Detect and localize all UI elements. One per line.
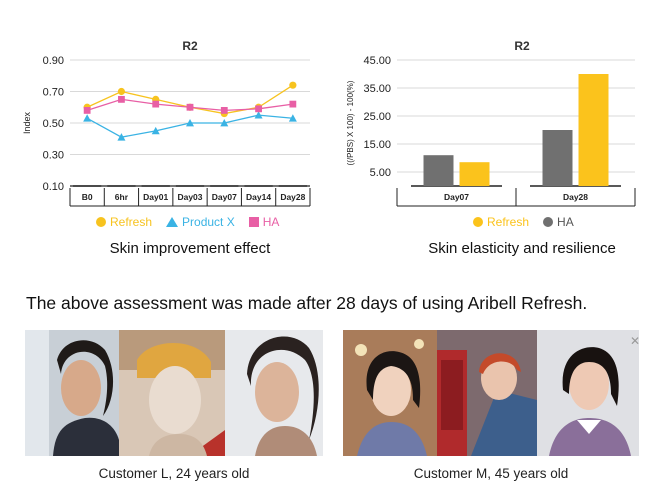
data-point	[83, 114, 92, 122]
bar-ha-day28	[542, 130, 573, 186]
data-point	[254, 111, 263, 119]
data-point	[152, 100, 160, 108]
x-tick-label: Day07	[212, 192, 237, 202]
data-point	[151, 126, 160, 135]
legend-item: Refresh	[473, 215, 529, 229]
legend-item: HA	[543, 215, 574, 229]
bar-ha-day07	[423, 155, 454, 186]
y-axis-label: Index	[22, 111, 32, 134]
close-icon[interactable]: ✕	[630, 334, 641, 348]
y-tick-label: 0.50	[43, 118, 64, 130]
x-tick-label: Day01	[143, 192, 168, 202]
y-tick-label: 0.70	[43, 87, 64, 99]
y-tick-label: 25.00	[363, 111, 391, 123]
square-marker-icon	[248, 217, 259, 227]
legend-label: Product X	[182, 215, 235, 229]
data-point	[220, 119, 229, 127]
bar-refresh-day07	[459, 162, 490, 186]
data-point	[83, 107, 91, 114]
bar-chart-legend: Refresh HA	[473, 215, 574, 229]
data-point	[117, 87, 126, 96]
customer-m-caption: Customer M, 45 years old	[413, 466, 569, 481]
legend-item: Refresh	[96, 215, 152, 229]
legend-item: Product X	[166, 215, 235, 229]
x-tick-label: Day14	[246, 192, 271, 202]
customer-l-photo-1	[25, 330, 119, 456]
line-chart-legend: Refresh Product X HA	[96, 215, 279, 229]
x-tick-label: Day28	[563, 192, 588, 202]
triangle-marker-icon	[166, 217, 179, 227]
bar-chart-caption: Skin elasticity and resilience	[428, 240, 616, 257]
legend-label: Refresh	[110, 215, 153, 229]
y-tick-label: 5.00	[370, 167, 391, 179]
assessment-statement: The above assessment was made after 28 d…	[26, 293, 588, 313]
y-tick-label: 0.30	[43, 150, 64, 162]
data-point	[118, 95, 125, 103]
customer-m-photo-1	[343, 330, 437, 456]
data-point	[186, 119, 194, 127]
legend-label: HA	[262, 215, 280, 229]
legend-label: Refresh	[487, 215, 530, 229]
customer-m-photo-3	[537, 330, 639, 456]
circle-marker-icon	[473, 217, 483, 227]
y-axis-label: ((/PBS) X 100) - 100(%)	[346, 80, 355, 165]
y-tick-label: 0.90	[43, 55, 64, 67]
data-point	[289, 100, 297, 108]
line-chart: R2 0.90 0.70 0.50 0.30 0.10 Index B0 6hr Day01 Day…	[22, 39, 311, 207]
line-chart-caption: Skin improvement effect	[109, 240, 271, 257]
data-point	[220, 107, 228, 114]
y-tick-label: 35.00	[363, 83, 391, 95]
customer-l-photo-3	[225, 330, 323, 456]
data-point	[288, 114, 297, 122]
bar-refresh-day28	[578, 74, 609, 186]
circle-marker-icon	[543, 217, 554, 227]
customer-m-photo-2	[437, 330, 537, 456]
y-tick-label: 0.10	[43, 181, 64, 193]
y-tick-label: 15.00	[363, 139, 391, 151]
bar-chart: R2 45.00 35.00 25.00 15.00 5.00 ((/PBS) X 100)…	[346, 39, 636, 207]
customer-l-photo-2	[119, 330, 225, 456]
x-tick-label: Day07	[444, 192, 469, 202]
x-tick-label: 6hr	[115, 192, 129, 202]
data-point	[117, 133, 126, 141]
circle-marker-icon	[96, 217, 106, 227]
legend-label: HA	[557, 215, 574, 229]
x-tick-label: B0	[82, 192, 93, 202]
y-tick-label: 45.00	[363, 55, 391, 67]
x-tick-label: Day28	[280, 192, 305, 202]
x-tick-label: Day03	[177, 192, 202, 202]
data-point	[289, 81, 297, 89]
data-point	[186, 103, 194, 111]
chart-title: R2	[182, 39, 198, 53]
data-point	[255, 105, 262, 113]
legend-item: HA	[248, 215, 280, 229]
customer-m-photos	[343, 330, 639, 456]
customer-l-photos	[25, 330, 323, 456]
chart-title: R2	[514, 39, 530, 53]
customer-l-caption: Customer L, 24 years old	[98, 466, 250, 481]
